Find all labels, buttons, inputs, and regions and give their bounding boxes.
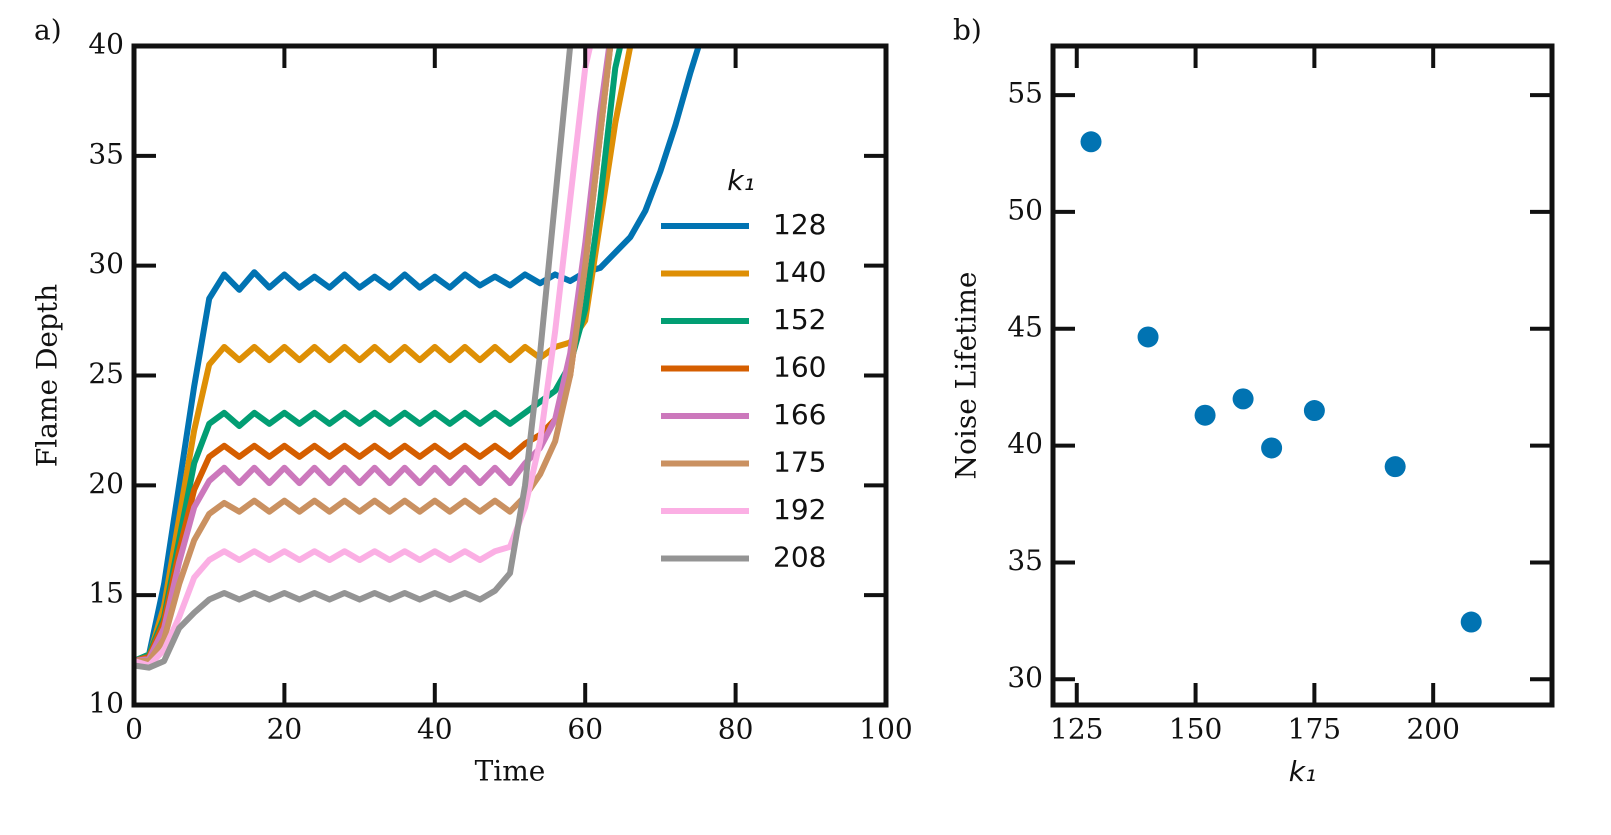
panel: k₁ 128 140 152 160 166 175 192 208 0 20 40 60 80 100 10… xyxy=(31,14,913,788)
data-line xyxy=(134,46,702,664)
legend-label: 128 xyxy=(773,208,826,241)
axes-frame xyxy=(131,43,889,708)
data-line xyxy=(134,46,614,665)
y-tick-label: 20 xyxy=(88,467,124,500)
legend-label: 208 xyxy=(773,541,826,574)
y-tick-label: 40 xyxy=(88,28,124,61)
y-axis-label: Flame Depth xyxy=(31,284,64,467)
y-tick-label: 30 xyxy=(1007,661,1043,694)
data-line xyxy=(134,46,574,671)
y-axis-label: Noise Lifetime xyxy=(950,272,983,480)
x-axis-label: k₁ xyxy=(1289,755,1316,788)
legend-label: 175 xyxy=(773,446,826,479)
scatter-point xyxy=(1384,456,1406,478)
scatter-point xyxy=(1303,400,1325,422)
legend-title: k₁ xyxy=(727,164,754,197)
axes-frame xyxy=(1050,43,1555,708)
y-tick-label: 35 xyxy=(88,137,124,170)
x-axis-label: Time xyxy=(475,755,546,788)
plot-area xyxy=(1080,131,1482,633)
legend-label: 140 xyxy=(773,256,826,289)
legend-label: 152 xyxy=(773,303,826,336)
x-tick-label: 150 xyxy=(1169,713,1222,746)
scatter-point xyxy=(1460,611,1482,633)
scatter-point xyxy=(1232,388,1254,410)
legend-label: 166 xyxy=(773,398,826,431)
x-tick-label: 0 xyxy=(125,713,143,746)
plot-area xyxy=(134,46,702,671)
scatter-point xyxy=(1194,404,1216,426)
legend-label: 192 xyxy=(773,493,826,526)
y-tick-label: 55 xyxy=(1007,77,1043,110)
y-tick-label: 15 xyxy=(88,577,124,610)
data-line xyxy=(134,46,614,664)
x-tick-label: 125 xyxy=(1050,713,1103,746)
y-tick-label: 10 xyxy=(88,687,124,720)
y-tick-label: 40 xyxy=(1007,427,1043,460)
x-tick-label: 175 xyxy=(1288,713,1341,746)
y-tick-label: 50 xyxy=(1007,193,1043,226)
panel: 125 150 175 200 30 35 40 45 50 55 k₁ Noise Lifetime… xyxy=(950,14,1555,788)
scatter-point xyxy=(1261,437,1283,459)
scatter-point xyxy=(1137,326,1159,348)
data-line xyxy=(134,46,634,664)
panel-label: b) xyxy=(953,14,982,47)
legend-label: 160 xyxy=(773,351,826,384)
y-tick-label: 45 xyxy=(1007,310,1043,343)
y-tick-label: 25 xyxy=(88,357,124,390)
x-tick-label: 80 xyxy=(718,713,754,746)
x-tick-label: 40 xyxy=(417,713,453,746)
x-tick-label: 100 xyxy=(859,713,912,746)
scatter-point xyxy=(1080,131,1102,153)
x-tick-label: 200 xyxy=(1406,713,1459,746)
y-tick-label: 35 xyxy=(1007,544,1043,577)
x-tick-label: 60 xyxy=(567,713,603,746)
y-tick-label: 30 xyxy=(88,247,124,280)
x-tick-label: 20 xyxy=(267,713,303,746)
panel-label: a) xyxy=(34,14,62,47)
